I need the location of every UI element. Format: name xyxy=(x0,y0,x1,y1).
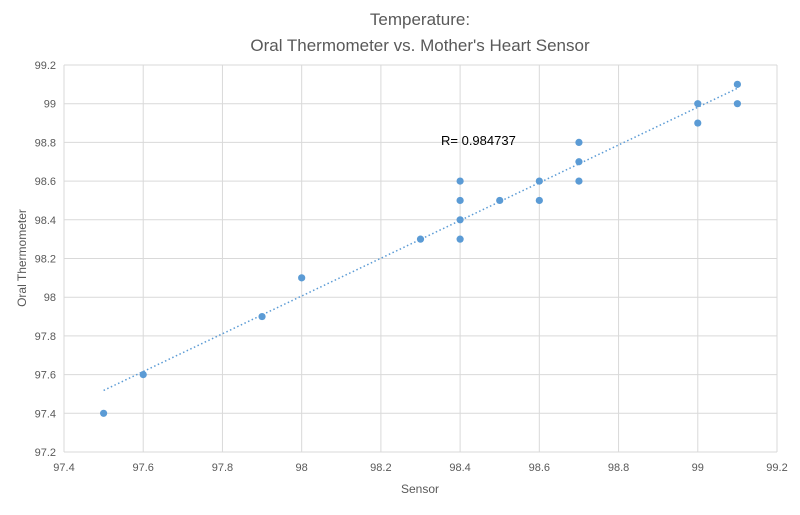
data-point xyxy=(456,177,464,185)
chart-title-line-1: Temperature: xyxy=(370,10,470,29)
chart-title-line-2: Oral Thermometer vs. Mother's Heart Sens… xyxy=(250,36,590,55)
data-point xyxy=(694,100,702,108)
x-tick-label: 98.8 xyxy=(608,462,629,474)
y-tick-label: 97.2 xyxy=(35,447,56,459)
y-tick-label: 99.2 xyxy=(35,60,56,72)
x-tick-label: 97.8 xyxy=(212,462,233,474)
data-point xyxy=(298,274,306,282)
x-tick-label: 98.2 xyxy=(370,462,391,474)
data-point xyxy=(258,312,266,321)
data-point xyxy=(416,235,425,243)
data-point xyxy=(733,80,741,88)
data-point xyxy=(456,196,464,205)
data-point xyxy=(733,100,741,108)
x-tick-label: 98 xyxy=(296,462,308,474)
y-tick-label: 97.6 xyxy=(35,370,56,382)
data-point xyxy=(139,371,147,379)
y-tick-label: 97.4 xyxy=(35,408,56,420)
data-point xyxy=(535,196,543,205)
data-point xyxy=(100,409,108,417)
y-tick-label: 98.8 xyxy=(35,137,56,149)
data-point xyxy=(575,138,583,146)
x-tick-label: 97.6 xyxy=(133,462,154,474)
trendline xyxy=(103,87,738,392)
y-tick-label: 98.4 xyxy=(35,215,56,227)
x-tick-label: 98.4 xyxy=(449,462,470,474)
y-tick-label: 99 xyxy=(44,99,56,111)
r-value-annotation: R= 0.984737 xyxy=(441,133,516,148)
data-point xyxy=(456,235,464,243)
y-tick-label: 98.6 xyxy=(35,176,56,188)
data-point xyxy=(496,196,504,205)
data-point xyxy=(575,177,583,185)
data-point xyxy=(535,177,543,185)
x-tick-label: 99 xyxy=(692,462,704,474)
x-tick-label: 99.2 xyxy=(766,462,787,474)
x-tick-label: 97.4 xyxy=(53,462,74,474)
data-point xyxy=(694,119,702,127)
y-tick-label: 98.2 xyxy=(35,254,56,266)
x-axis-label: Sensor xyxy=(401,482,439,496)
x-tick-label: 98.6 xyxy=(529,462,550,474)
data-point xyxy=(575,158,583,166)
y-axis-label: Oral Thermometer xyxy=(15,209,29,307)
y-tick-label: 97.8 xyxy=(35,331,56,343)
data-point xyxy=(456,216,464,224)
y-tick-label: 98 xyxy=(44,292,56,304)
